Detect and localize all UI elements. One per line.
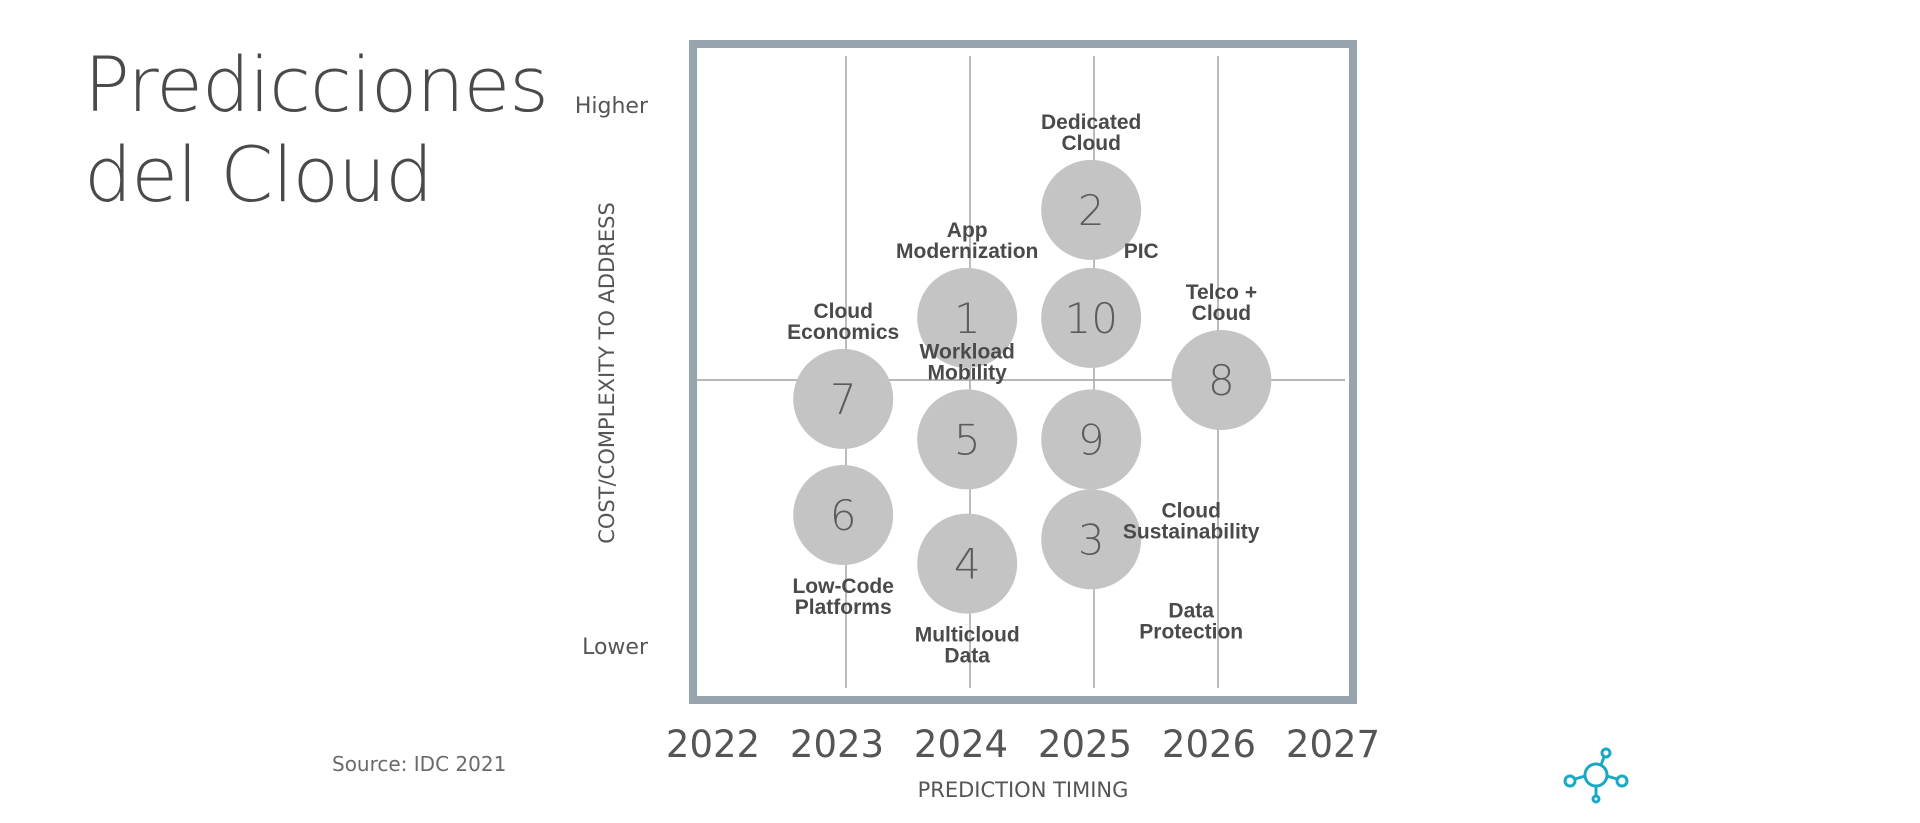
- bubble-7: [793, 348, 894, 449]
- bubble-label-10: PIC: [1124, 240, 1159, 263]
- x-tick-2025: 2025: [1038, 723, 1132, 766]
- bubble-number-2: 2: [1078, 186, 1105, 235]
- x-axis-label: PREDICTION TIMING: [918, 778, 1129, 802]
- bubble-label-8: Telco + Cloud: [1186, 281, 1257, 325]
- bubble-label-7: Cloud Economics: [787, 300, 899, 344]
- page-title: Predicciones del Cloud: [84, 40, 549, 220]
- bubble-number-4: 4: [954, 540, 981, 589]
- bubble-10: [1041, 267, 1142, 368]
- bubble-number-6: 6: [830, 491, 857, 540]
- bubble-number-8: 8: [1208, 356, 1235, 405]
- bubble-label-5: Workload Mobility: [920, 340, 1015, 384]
- bubble-number-1: 1: [954, 294, 981, 343]
- bubble-number-3: 3: [1078, 515, 1105, 564]
- bubble-2: [1041, 159, 1142, 260]
- x-tick-2027: 2027: [1286, 723, 1380, 766]
- bubble-layer: 1 2 3 4 5 6 7 8 9 10: [793, 159, 1272, 614]
- bubble-label-4: Multicloud Data: [915, 624, 1020, 668]
- bubble-1: [917, 267, 1018, 368]
- bubble-number-9: 9: [1078, 415, 1105, 464]
- label-layer: App Modernization Dedicated Cloud Data Protec…: [787, 111, 1260, 668]
- bubble-label-9: Cloud Sustainability: [1123, 499, 1260, 543]
- bubble-5: [917, 389, 1018, 490]
- bubble-4: [917, 513, 1018, 614]
- bubble-8: [1171, 330, 1272, 430]
- x-tick-2024: 2024: [914, 723, 1008, 766]
- bubble-3: [1041, 489, 1142, 590]
- x-tick-2026: 2026: [1162, 723, 1256, 766]
- y-tick-higher: Higher: [575, 94, 649, 119]
- plot-frame: [689, 40, 1357, 704]
- network-nodes-icon: [1563, 747, 1629, 804]
- x-tick-2022: 2022: [666, 723, 760, 766]
- bubble-label-3: Data Protection: [1139, 599, 1243, 643]
- title-line-2: del Cloud: [84, 130, 433, 219]
- x-tick-2023: 2023: [790, 723, 884, 766]
- bubble-label-1: App Modernization: [896, 219, 1038, 263]
- bubble-number-7: 7: [830, 375, 857, 424]
- bubble-label-2: Dedicated Cloud: [1041, 111, 1141, 155]
- bubble-label-6: Low-Code Platforms: [792, 575, 893, 619]
- y-tick-lower: Lower: [582, 635, 649, 660]
- bubble-6: [793, 465, 894, 565]
- y-axis-label: COST/COMPLEXITY TO ADDRESS: [595, 202, 619, 544]
- axis-layer: 2022 2023 2024 2025 2026 2027 PREDICTION TIMIN…: [575, 94, 1380, 802]
- bubble-number-10: 10: [1064, 294, 1117, 343]
- title-line-1: Predicciones: [84, 40, 549, 129]
- bubble-number-5: 5: [954, 415, 981, 464]
- source-note: Source: IDC 2021: [332, 752, 507, 776]
- bubble-9: [1041, 389, 1142, 490]
